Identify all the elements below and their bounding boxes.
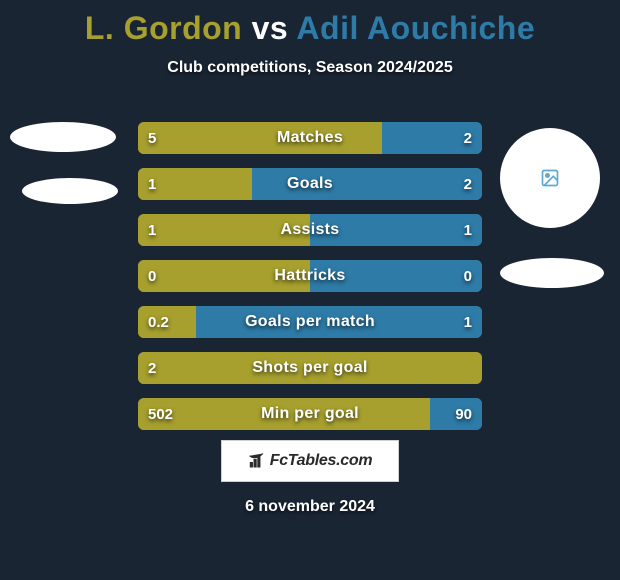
comparison-title: L. Gordon vs Adil Aouchiche xyxy=(0,0,620,47)
player1-team-oval-2 xyxy=(22,178,118,204)
player1-name: L. Gordon xyxy=(85,10,242,46)
player2-name: Adil Aouchiche xyxy=(296,10,535,46)
player2-avatar xyxy=(500,128,600,228)
stat-label: Hattricks xyxy=(138,260,482,292)
stat-row: 12Goals xyxy=(138,168,482,200)
brand-text: FcTables.com xyxy=(270,452,373,470)
stats-container: 52Matches 12Goals 11Assists 00Hattricks 0.21… xyxy=(138,122,482,444)
image-placeholder-icon xyxy=(540,168,560,188)
stat-row: 2Shots per goal xyxy=(138,352,482,384)
brand-badge: FcTables.com xyxy=(221,440,399,482)
date-text: 6 november 2024 xyxy=(0,498,620,516)
brand-chart-icon xyxy=(248,452,266,470)
stat-label: Goals per match xyxy=(138,306,482,338)
stat-label: Matches xyxy=(138,122,482,154)
stat-row: 50290Min per goal xyxy=(138,398,482,430)
stat-label: Min per goal xyxy=(138,398,482,430)
subtitle: Club competitions, Season 2024/2025 xyxy=(0,59,620,77)
player1-team-oval xyxy=(10,122,116,152)
stat-row: 0.21Goals per match xyxy=(138,306,482,338)
stat-row: 11Assists xyxy=(138,214,482,246)
player2-team-oval xyxy=(500,258,604,288)
stat-row: 00Hattricks xyxy=(138,260,482,292)
vs-text: vs xyxy=(252,10,289,46)
stat-label: Goals xyxy=(138,168,482,200)
stat-label: Shots per goal xyxy=(138,352,482,384)
stat-row: 52Matches xyxy=(138,122,482,154)
stat-label: Assists xyxy=(138,214,482,246)
